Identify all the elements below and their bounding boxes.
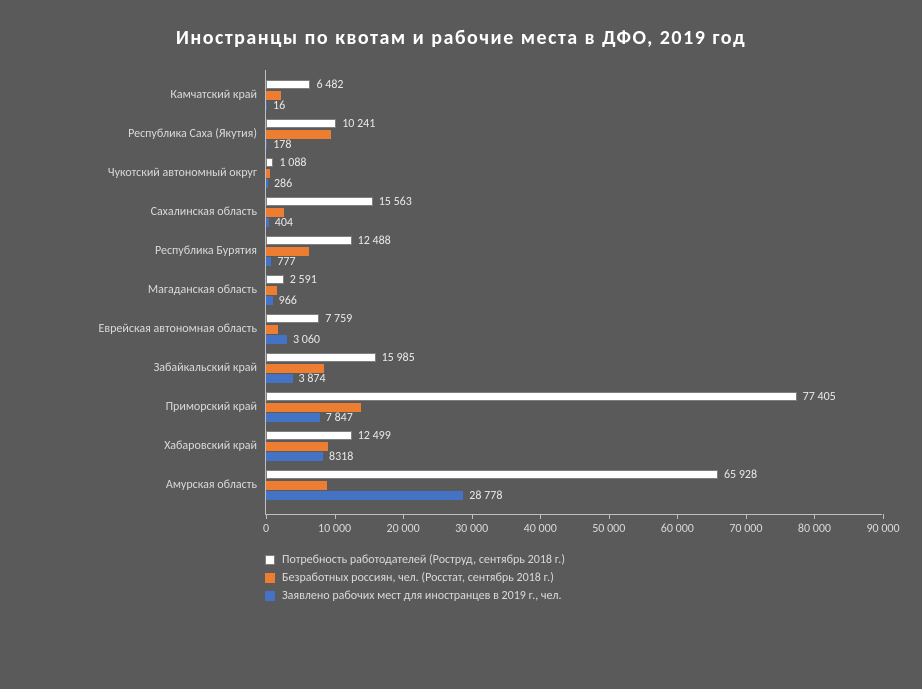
bar-unemployed (266, 442, 328, 451)
bar-declared (266, 296, 273, 305)
data-label: 286 (274, 177, 292, 191)
y-axis-label: Чукотский автономный округ (108, 166, 257, 180)
data-label: 15 563 (379, 195, 412, 209)
x-tick-label: 20 000 (387, 522, 420, 536)
y-axis-label: Забайкальский край (154, 361, 257, 375)
y-axis-label: Магаданская область (148, 283, 257, 297)
bars-canvas: 010 00020 00030 00040 00050 00060 00070 … (265, 70, 882, 515)
legend-item: Потребность работодателей (Роструд, сент… (265, 553, 882, 567)
y-axis-label: Приморский край (166, 400, 257, 414)
bar-declared (266, 101, 267, 110)
bar-need (266, 353, 376, 362)
x-tick-label: 50 000 (592, 522, 625, 536)
bar-need (266, 470, 718, 479)
data-label: 65 928 (724, 468, 757, 482)
legend-swatch (265, 591, 275, 601)
bar-need (266, 119, 336, 128)
data-label: 12 499 (358, 429, 391, 443)
x-tick (472, 514, 473, 519)
y-axis-label: Еврейская автономная область (99, 322, 257, 336)
data-label: 28 778 (469, 489, 502, 503)
x-tick-label: 80 000 (798, 522, 831, 536)
y-axis-label: Амурская область (166, 478, 257, 492)
data-label: 1 088 (279, 156, 306, 170)
data-label: 7 847 (326, 411, 353, 425)
x-tick (609, 514, 610, 519)
bar-declared (266, 374, 293, 383)
bar-need (266, 275, 284, 284)
x-tick (814, 514, 815, 519)
bar-declared (266, 179, 268, 188)
bar-declared (266, 140, 267, 149)
bar-need (266, 158, 273, 167)
bar-need (266, 236, 352, 245)
data-label: 8318 (329, 450, 353, 464)
data-label: 777 (277, 255, 295, 269)
x-tick (266, 514, 267, 519)
data-label: 15 985 (382, 351, 415, 365)
legend-label: Потребность работодателей (Роструд, сент… (282, 553, 565, 567)
data-label: 7 759 (325, 312, 352, 326)
bar-declared (266, 218, 269, 227)
y-axis-label: Республика Саха (Якутия) (128, 127, 257, 141)
x-tick (883, 514, 884, 519)
bar-declared (266, 413, 320, 422)
x-tick (746, 514, 747, 519)
legend-swatch (265, 573, 275, 583)
y-axis-label: Республика Бурятия (155, 244, 257, 258)
x-tick-label: 0 (263, 522, 269, 536)
x-tick-label: 40 000 (524, 522, 557, 536)
data-label: 404 (275, 216, 293, 230)
legend: Потребность работодателей (Роструд, сент… (265, 553, 882, 603)
bar-unemployed (266, 286, 277, 295)
legend-item: Безработных россиян, чел. (Росстат, сент… (265, 571, 882, 585)
x-tick (335, 514, 336, 519)
data-label: 3 060 (293, 333, 320, 347)
bar-unemployed (266, 169, 270, 178)
bar-need (266, 80, 310, 89)
y-axis-labels: Камчатский край Республика Саха (Якутия) Ч… (40, 70, 265, 515)
x-tick (677, 514, 678, 519)
data-label: 6 482 (316, 78, 343, 92)
x-tick (540, 514, 541, 519)
bar-declared (266, 257, 271, 266)
plot-area: Камчатский край Республика Саха (Якутия) Ч… (40, 70, 882, 515)
bar-need (266, 197, 373, 206)
bar-need (266, 314, 319, 323)
x-tick-label: 30 000 (455, 522, 488, 536)
bar-declared (266, 452, 323, 461)
x-tick-label: 60 000 (661, 522, 694, 536)
x-tick-label: 70 000 (729, 522, 762, 536)
x-tick (403, 514, 404, 519)
x-tick-label: 90 000 (866, 522, 899, 536)
x-tick-label: 10 000 (318, 522, 351, 536)
legend-swatch (265, 555, 275, 565)
legend-label: Заявлено рабочих мест для иностранцев в … (282, 589, 561, 603)
data-label: 77 405 (803, 390, 836, 404)
legend-item: Заявлено рабочих мест для иностранцев в … (265, 589, 882, 603)
chart-container: Иностранцы по квотам и рабочие места в Д… (0, 0, 922, 689)
y-axis-label: Сахалинская область (151, 205, 257, 219)
bar-unemployed (266, 481, 327, 490)
y-axis-label: Камчатский край (170, 88, 257, 102)
y-axis-label: Хабаровский край (164, 439, 257, 453)
legend-label: Безработных россиян, чел. (Росстат, сент… (282, 571, 554, 585)
chart-title: Иностранцы по квотам и рабочие места в Д… (40, 25, 882, 52)
data-label: 2 591 (290, 273, 317, 287)
bar-need (266, 431, 352, 440)
data-label: 16 (273, 99, 285, 113)
bar-declared (266, 335, 287, 344)
bar-need (266, 392, 797, 401)
data-label: 10 241 (342, 117, 375, 131)
data-label: 178 (273, 138, 291, 152)
bar-unemployed (266, 325, 278, 334)
bar-declared (266, 491, 463, 500)
data-label: 966 (279, 294, 297, 308)
data-label: 12 488 (358, 234, 391, 248)
data-label: 3 874 (299, 372, 326, 386)
